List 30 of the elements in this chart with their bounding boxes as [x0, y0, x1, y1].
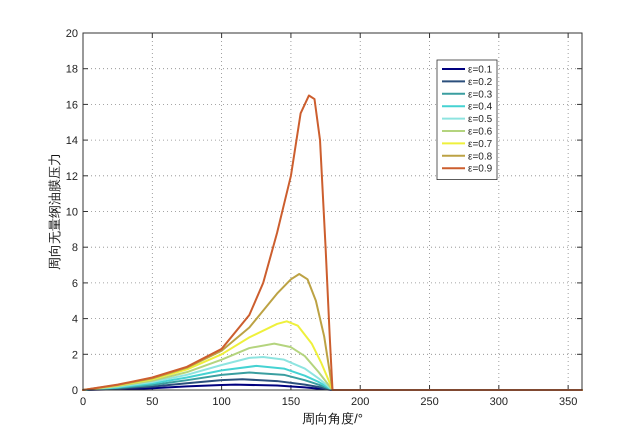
- y-tick-label: 6: [72, 278, 78, 290]
- y-tick-label: 0: [72, 385, 78, 397]
- y-axis-title: 周向无量纲油膜压力: [47, 153, 62, 270]
- legend-label: ε=0.5: [468, 114, 493, 126]
- y-tick-label: 8: [72, 242, 78, 254]
- legend-label: ε=0.4: [468, 102, 493, 113]
- x-tick-label: 0: [80, 396, 86, 408]
- x-tick-label: 350: [558, 396, 578, 408]
- y-tick-label: 10: [66, 206, 78, 218]
- y-tick-label: 16: [66, 99, 78, 112]
- legend-label: ε=0.7: [468, 138, 493, 150]
- x-tick-label: 250: [420, 396, 439, 408]
- legend-label: ε=0.3: [468, 89, 493, 100]
- x-axis-title: 周向角度/°: [302, 411, 363, 426]
- y-tick-label: 2: [72, 349, 78, 362]
- legend-label: ε=0.6: [468, 126, 493, 138]
- y-tick-label: 20: [66, 28, 78, 40]
- legend-label: ε=0.1: [468, 64, 493, 76]
- x-tick-label: 300: [490, 396, 508, 408]
- legend-label: ε=0.2: [468, 76, 493, 88]
- legend-label: ε=0.8: [468, 151, 493, 162]
- y-tick-label: 4: [72, 314, 78, 326]
- legend-label: ε=0.9: [468, 164, 493, 175]
- y-tick-label: 12: [66, 170, 78, 183]
- x-tick-label: 150: [282, 396, 300, 408]
- y-tick-label: 18: [66, 64, 78, 76]
- y-tick-label: 14: [66, 135, 78, 148]
- x-tick-label: 100: [212, 396, 231, 408]
- x-tick-label: 200: [351, 396, 370, 408]
- x-tick-label: 50: [146, 396, 158, 408]
